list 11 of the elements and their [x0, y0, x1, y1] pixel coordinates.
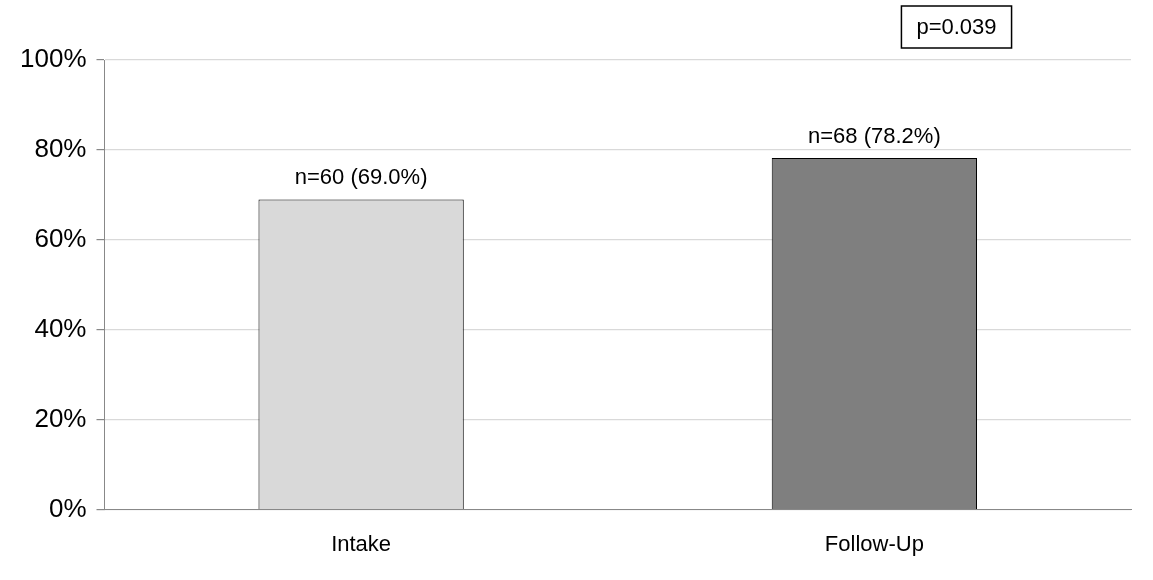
y-tick-label: 80%	[34, 133, 87, 164]
y-tick-label: 40%	[34, 312, 87, 343]
data-label: n=60 (69.0%)	[294, 164, 428, 190]
x-tick-label: Follow-Up	[824, 530, 924, 556]
y-tick-label: 20%	[34, 402, 87, 433]
data-label: n=68 (78.2%)	[808, 123, 941, 149]
x-tick-label: Intake	[331, 530, 392, 556]
text: p=0.039	[916, 14, 997, 40]
y-tick-label: 100%	[20, 43, 87, 74]
y-tick-label: 60%	[34, 223, 87, 254]
y-tick-label: 0%	[48, 492, 87, 523]
